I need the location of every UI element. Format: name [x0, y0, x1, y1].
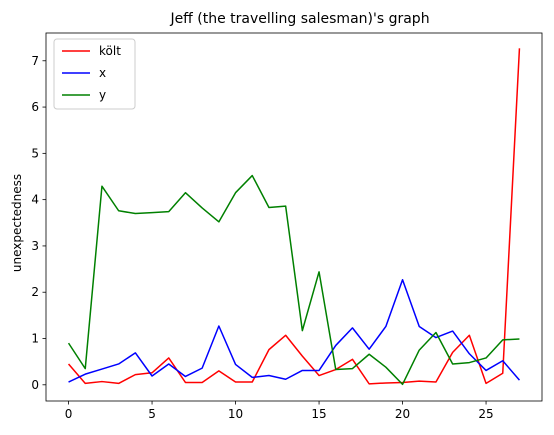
y-tick-label: 6 — [31, 100, 39, 114]
x-tick-label: 10 — [228, 407, 243, 421]
plot-area: 0 5 10 15 20 25 0 1 2 3 4 5 6 7 — [31, 32, 543, 421]
y-tick-label: 1 — [31, 332, 39, 346]
legend-label-2: y — [99, 88, 106, 102]
y-tick-label: 5 — [31, 146, 39, 160]
x-tick-label: 15 — [311, 407, 326, 421]
series-line-1 — [68, 278, 521, 383]
x-tick-label: 5 — [148, 407, 156, 421]
legend: költ xy — [53, 38, 136, 110]
series-line-2 — [67, 174, 520, 386]
axes-frame — [45, 32, 543, 402]
x-tick-label: 25 — [478, 407, 493, 421]
chart-title: Jeff (the travelling salesman)'s graph — [169, 11, 429, 27]
series-line-0 — [67, 48, 521, 385]
y-tick-label: 7 — [31, 54, 39, 68]
x-tick-label: 20 — [395, 407, 410, 421]
x-tick-label: 0 — [65, 407, 73, 421]
y-tick-label: 4 — [31, 193, 39, 207]
legend-label-1: x — [99, 66, 106, 80]
legend-label-0: költ — [99, 44, 121, 58]
y-tick-label: 3 — [31, 239, 39, 253]
y-tick-label: 0 — [31, 378, 39, 392]
y-tick-label: 2 — [31, 285, 39, 299]
legend-box — [53, 38, 136, 110]
y-axis-label: unexpectedness — [10, 174, 24, 272]
